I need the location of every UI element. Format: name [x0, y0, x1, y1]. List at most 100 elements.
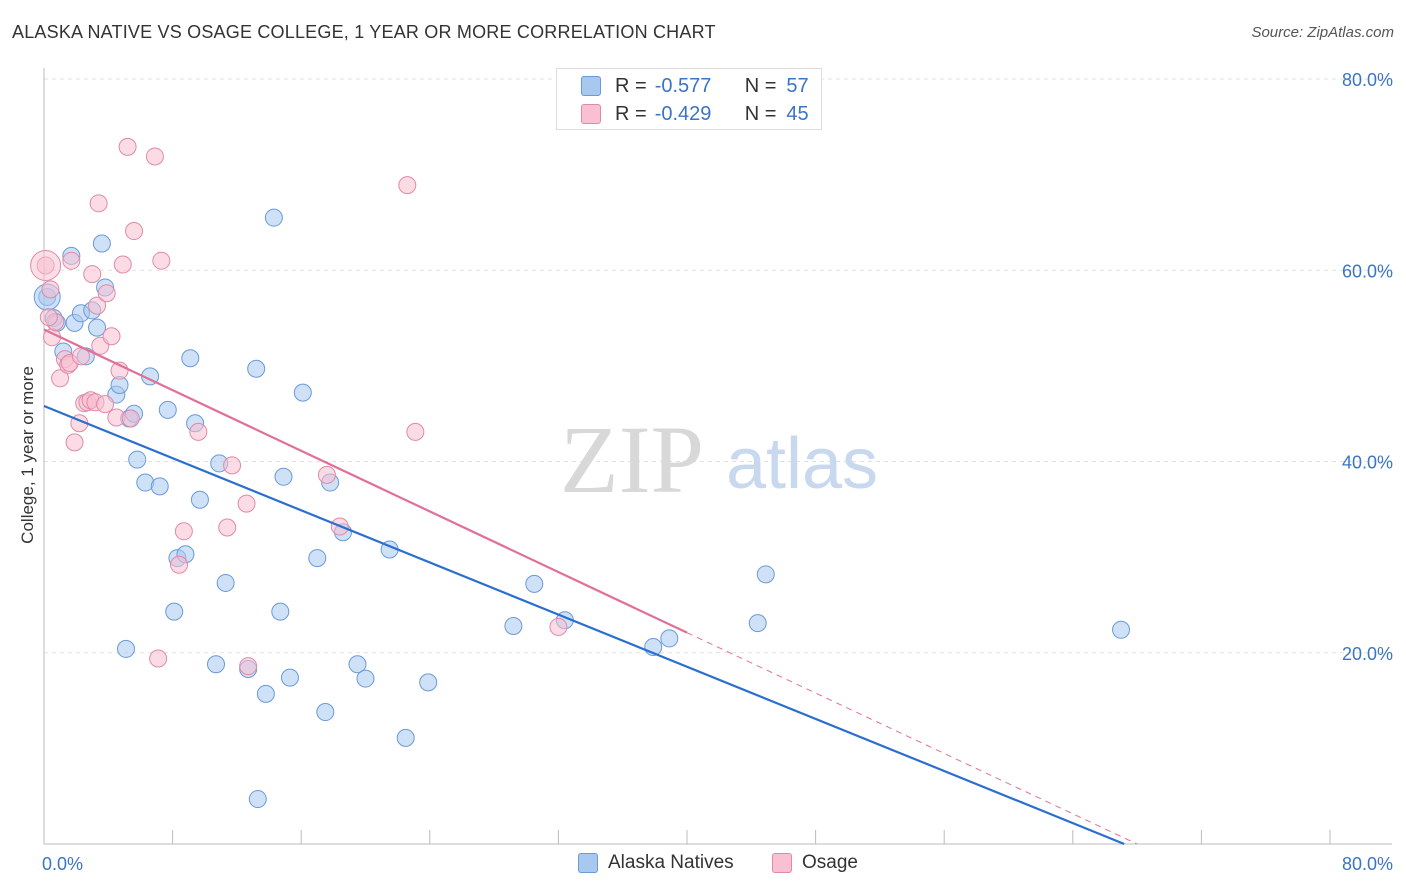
legend-swatch-alaska-natives	[581, 76, 601, 96]
data-point	[165, 602, 184, 621]
data-point	[207, 655, 226, 674]
data-point	[356, 669, 375, 688]
data-point	[223, 456, 242, 475]
x-tick-label: 0.0%	[42, 854, 83, 874]
trend-line-extension	[686, 632, 1138, 845]
data-point	[317, 465, 336, 484]
y-tick-label: 40.0%	[1342, 453, 1393, 473]
axes	[43, 68, 1392, 845]
watermark: ZIP atlas	[560, 406, 878, 513]
legend-n-value: 57	[786, 74, 809, 97]
legend-r-label: R =	[615, 74, 647, 97]
series-alaska-natives-points	[33, 208, 1131, 809]
data-point	[274, 467, 293, 486]
data-point	[190, 490, 209, 509]
data-point	[113, 255, 132, 274]
y-tick-label: 80.0%	[1342, 70, 1393, 90]
trend-line	[43, 405, 1125, 846]
data-point	[264, 208, 283, 227]
data-point	[158, 400, 177, 419]
data-point	[170, 555, 189, 574]
data-point	[660, 629, 679, 648]
data-point	[419, 673, 438, 692]
data-point	[280, 668, 299, 687]
grid-lines	[44, 78, 1392, 654]
data-point	[125, 222, 144, 241]
x-tick-label: 80.0%	[1342, 854, 1393, 874]
series-osage-points	[30, 137, 568, 676]
data-point	[88, 318, 107, 337]
data-point	[174, 522, 193, 541]
data-point	[96, 395, 115, 414]
legend-n-value: 45	[786, 102, 809, 125]
legend: R = -0.577 N = 57 R = -0.429 N = 45	[556, 68, 822, 130]
data-point	[118, 137, 137, 156]
data-point	[248, 790, 267, 809]
watermark-atlas: atlas	[726, 424, 878, 504]
data-point	[308, 549, 327, 568]
data-point	[348, 655, 367, 674]
data-point	[145, 147, 164, 166]
data-point	[549, 617, 568, 636]
chart-title: ALASKA NATIVE VS OSAGE COLLEGE, 1 YEAR O…	[12, 22, 716, 42]
data-point	[271, 602, 290, 621]
data-point	[121, 409, 140, 428]
legend-swatch-osage	[581, 104, 601, 124]
bottom-legend-alaska-natives: Alaska Natives	[578, 852, 734, 874]
data-point	[216, 573, 235, 592]
tick-labels: 20.0% 40.0% 60.0% 80.0% 0.0% 80.0%	[42, 70, 1393, 874]
data-point	[247, 359, 266, 378]
data-point	[316, 703, 335, 722]
data-point	[51, 369, 70, 388]
data-point	[92, 234, 111, 253]
legend-row-osage: R = -0.429 N = 45	[581, 102, 809, 126]
bottom-legend: Alaska Natives Osage	[0, 852, 1406, 878]
bottom-legend-label: Alaska Natives	[608, 852, 734, 873]
data-point	[89, 194, 108, 213]
data-point	[1112, 620, 1131, 639]
data-point	[128, 450, 147, 469]
chart-source: Source: ZipAtlas.com	[1251, 24, 1394, 41]
data-point	[406, 422, 425, 441]
data-point	[116, 639, 135, 658]
legend-r-value: -0.429	[654, 102, 712, 125]
data-point	[189, 422, 208, 441]
bottom-legend-swatch-osage	[772, 853, 792, 873]
bottom-legend-swatch-alaska-natives	[578, 853, 598, 873]
data-point	[150, 477, 169, 496]
legend-n-label: N =	[744, 74, 777, 97]
data-point	[65, 433, 84, 452]
data-point	[41, 280, 60, 299]
legend-row-alaska-natives: R = -0.577 N = 57	[581, 74, 809, 98]
trend-lines	[43, 328, 1138, 846]
legend-n-label: N =	[744, 102, 777, 125]
legend-r-value: -0.577	[654, 74, 712, 97]
data-point	[756, 565, 775, 584]
legend-r-label: R =	[615, 102, 647, 125]
data-point	[237, 494, 256, 513]
y-tick-label: 60.0%	[1342, 261, 1393, 281]
data-point	[239, 657, 258, 676]
data-point	[396, 728, 415, 747]
data-point	[152, 251, 171, 270]
data-point	[88, 296, 107, 315]
data-point	[218, 518, 237, 537]
data-point	[83, 265, 102, 284]
data-point	[62, 251, 81, 270]
data-point	[181, 349, 200, 368]
bottom-legend-label: Osage	[802, 852, 858, 873]
data-point	[256, 684, 275, 703]
data-point	[748, 614, 767, 633]
data-point	[525, 574, 544, 593]
data-point	[97, 284, 116, 303]
data-point	[102, 327, 121, 346]
watermark-zip: ZIP	[560, 406, 704, 513]
data-point	[504, 616, 523, 635]
data-point	[293, 383, 312, 402]
bottom-legend-osage: Osage	[772, 852, 858, 874]
data-point	[398, 176, 417, 195]
data-point	[149, 649, 168, 668]
data-point	[39, 308, 58, 327]
data-point	[30, 249, 62, 281]
